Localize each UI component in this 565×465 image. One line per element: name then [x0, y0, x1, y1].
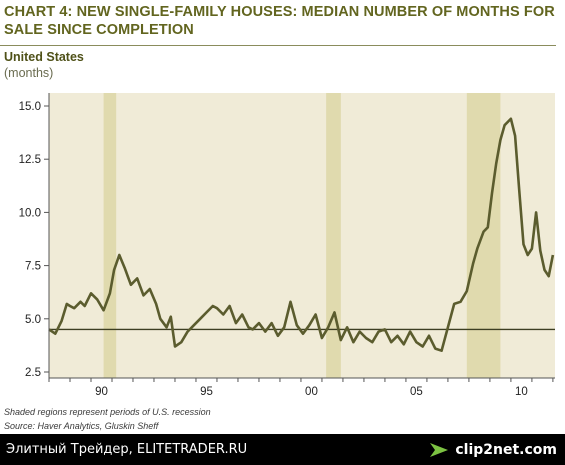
- recession-band-2: [326, 93, 341, 378]
- footer-bar: Элитный Трейдер, ELITETRADER.RU clip2net…: [0, 434, 565, 465]
- x-tick-label: 95: [200, 386, 213, 398]
- y-tick-label: 7.5: [25, 261, 41, 273]
- x-tick-label: 00: [305, 386, 318, 398]
- y-tick-label: 5.0: [25, 314, 41, 326]
- x-tick-label: 05: [410, 386, 423, 398]
- logo-text: clip2net.com: [455, 442, 557, 458]
- y-tick-label: 12.5: [19, 154, 41, 166]
- recession-band-3: [466, 93, 501, 378]
- chart-title: CHART 4: NEW SINGLE-FAMILY HOUSES: MEDIA…: [4, 4, 555, 38]
- x-tick-label: 10: [515, 386, 528, 398]
- recession-note: Shaded regions represent periods of U.S.…: [4, 407, 211, 417]
- chart-subtitle: United States: [4, 50, 84, 64]
- recession-bands: [103, 93, 501, 378]
- y-tick-label: 10.0: [19, 207, 41, 219]
- x-tick-label: 90: [95, 386, 108, 398]
- title-rule: [0, 45, 556, 46]
- series-layer: [48, 117, 555, 352]
- y-tick-label: 2.5: [25, 367, 41, 379]
- y-tick-label: 15.0: [19, 101, 41, 113]
- footer-text: Элитный Трейдер, ELITETRADER.RU: [6, 442, 248, 457]
- clip2net-logo[interactable]: clip2net.com: [428, 439, 557, 461]
- unit-label: (months): [4, 66, 54, 80]
- recession-band-1: [103, 93, 117, 378]
- chart-area: 2.5 5.0 7.5 10.0 12.5 15.0 90 95 00 05 10: [19, 93, 555, 398]
- source-note: Source: Haver Analytics, Gluskin Sheff: [4, 421, 159, 431]
- clip2net-arrow-icon: [430, 443, 449, 457]
- series-line-1: [48, 117, 555, 352]
- axis-layer: 2.5 5.0 7.5 10.0 12.5 15.0 90 95 00 05 10: [19, 93, 555, 398]
